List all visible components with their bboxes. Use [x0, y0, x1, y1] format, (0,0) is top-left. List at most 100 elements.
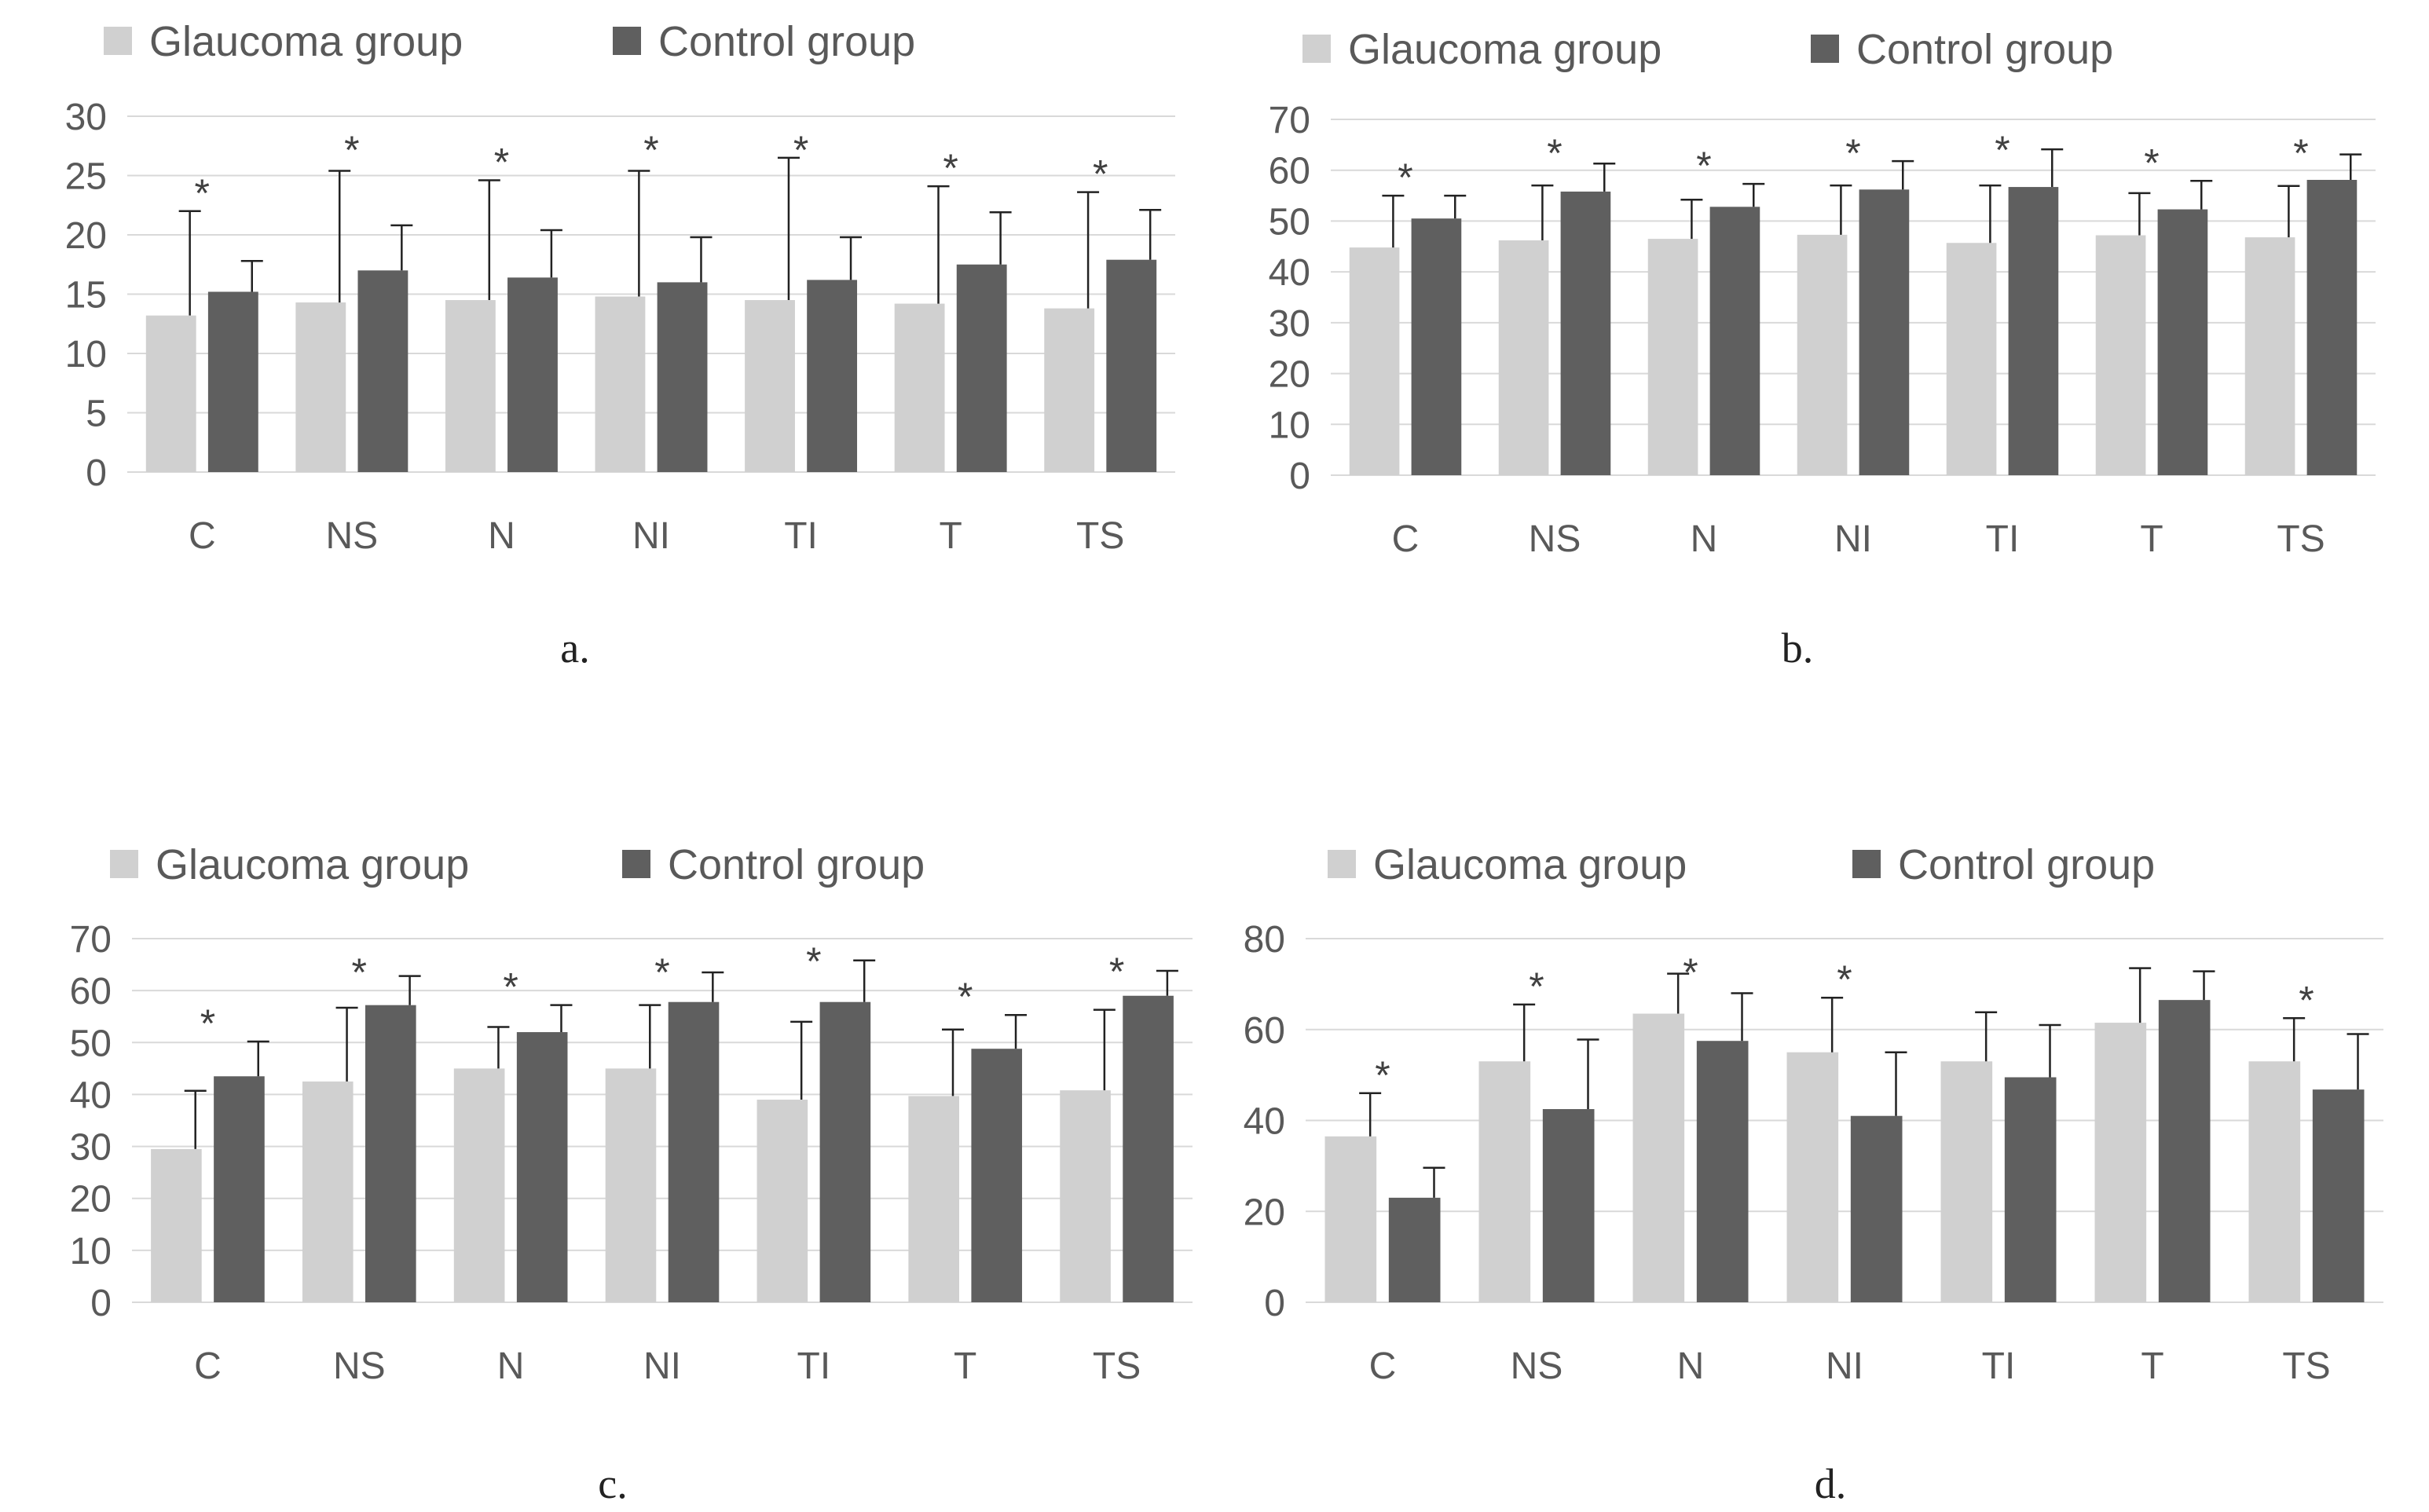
bar-control-ti — [2004, 1077, 2057, 1302]
x-category-label: N — [1677, 1345, 1705, 1387]
chart-panel-3: 0 10 20 30 40 50 60 70 * C * NS * N * NI * TI * T * TS Glaucom… — [70, 841, 1193, 1507]
x-category-label: NS — [326, 515, 379, 557]
significance-star: * — [503, 965, 518, 1009]
significance-star: * — [494, 141, 509, 185]
legend-swatch-control — [622, 850, 650, 878]
bar-control-ni — [668, 1001, 720, 1302]
significance-star: * — [344, 128, 359, 172]
bar-glaucoma-ni — [1786, 1052, 1839, 1302]
x-category-label: C — [194, 1345, 222, 1387]
panel-label: c. — [598, 1460, 627, 1507]
bar-glaucoma-t — [2094, 1023, 2147, 1302]
significance-star: * — [643, 128, 658, 172]
x-category-label: NI — [632, 515, 670, 557]
x-category-label: TS — [2282, 1345, 2330, 1387]
y-tick-label: 15 — [65, 275, 107, 317]
y-tick-label: 20 — [65, 215, 107, 257]
x-category-label: TI — [797, 1345, 831, 1387]
x-category-label: TS — [1093, 1345, 1141, 1387]
legend-label-control: Control group — [658, 18, 915, 65]
y-tick-label: 0 — [86, 452, 107, 494]
significance-star: * — [2144, 141, 2159, 185]
x-category-label: T — [2141, 1345, 2163, 1387]
legend-swatch-glaucoma — [1302, 35, 1331, 63]
bar-control-ns — [1542, 1109, 1595, 1302]
panel-label: d. — [1815, 1460, 1847, 1507]
significance-star: * — [806, 939, 821, 983]
bar-glaucoma-n — [445, 300, 496, 472]
legend-label-glaucoma: Glaucoma group — [149, 18, 463, 65]
legend-swatch-control — [1811, 35, 1839, 63]
bar-glaucoma-n — [1632, 1013, 1685, 1302]
bar-control-t — [2157, 209, 2208, 475]
significance-star: * — [195, 171, 210, 215]
x-category-label: NS — [333, 1345, 386, 1387]
legend-label-control: Control group — [1898, 841, 2155, 888]
panel-label: a. — [560, 624, 589, 672]
bar-control-c — [1411, 218, 1462, 475]
y-tick-label: 5 — [86, 394, 107, 435]
chart-panel-2: 0 10 20 30 40 50 60 70 * C * NS * N * NI * TI * T * TS Glaucom… — [1269, 26, 2376, 672]
bar-control-ns — [1560, 191, 1611, 475]
significance-star: * — [1837, 957, 1852, 1001]
significance-star: * — [2299, 978, 2314, 1022]
bar-control-ns — [365, 1005, 416, 1302]
y-tick-label: 0 — [1289, 456, 1310, 497]
bar-glaucoma-ti — [745, 300, 795, 472]
x-category-label: NI — [643, 1345, 681, 1387]
legend-label-glaucoma: Glaucoma group — [1348, 26, 1661, 73]
x-category-label: T — [2140, 518, 2163, 560]
bar-control-ts — [1123, 995, 1174, 1302]
x-category-label: T — [954, 1345, 976, 1387]
x-category-label: N — [497, 1345, 525, 1387]
x-category-label: N — [488, 515, 515, 557]
legend-label-control: Control group — [668, 841, 925, 888]
y-tick-label: 25 — [65, 156, 107, 198]
y-tick-label: 40 — [1244, 1101, 1285, 1143]
bar-glaucoma-n — [1647, 239, 1698, 475]
significance-star: * — [1995, 128, 2010, 172]
bar-glaucoma-ts — [1060, 1090, 1111, 1302]
significance-star: * — [1696, 144, 1711, 188]
bar-control-ni — [1859, 189, 1910, 475]
bar-glaucoma-ts — [2248, 1061, 2301, 1302]
bar-control-n — [1709, 207, 1760, 475]
bar-control-n — [507, 277, 558, 472]
significance-star: * — [654, 950, 669, 994]
x-category-label: NI — [1834, 518, 1872, 560]
panel-label: b. — [1782, 624, 1814, 672]
legend-swatch-control — [613, 27, 641, 55]
y-tick-label: 30 — [65, 97, 107, 138]
significance-star: * — [1529, 965, 1544, 1009]
y-tick-label: 10 — [65, 334, 107, 375]
bar-control-ni — [1850, 1115, 1903, 1302]
bar-glaucoma-ni — [605, 1068, 657, 1302]
y-tick-label: 60 — [70, 971, 112, 1012]
bar-control-n — [516, 1032, 568, 1302]
legend-swatch-glaucoma — [110, 850, 138, 878]
legend-swatch-glaucoma — [104, 27, 132, 55]
y-tick-label: 30 — [70, 1127, 112, 1169]
y-tick-label: 80 — [1244, 919, 1285, 961]
bar-glaucoma-c — [1349, 247, 1400, 475]
y-tick-label: 60 — [1269, 151, 1310, 192]
y-tick-label: 70 — [70, 919, 112, 961]
bar-glaucoma-ts — [2244, 237, 2295, 475]
legend-swatch-control — [1852, 850, 1881, 878]
bar-glaucoma-ti — [1946, 243, 1997, 475]
y-tick-label: 20 — [1269, 354, 1310, 396]
bar-glaucoma-t — [894, 303, 945, 472]
x-category-label: C — [189, 515, 216, 557]
x-category-label: TI — [1986, 518, 2020, 560]
legend-label-control: Control group — [1856, 26, 2113, 73]
bar-glaucoma-ns — [1478, 1061, 1531, 1302]
significance-star: * — [200, 1001, 215, 1045]
significance-star: * — [793, 128, 808, 172]
bar-glaucoma-t — [908, 1096, 959, 1302]
y-tick-label: 60 — [1244, 1010, 1285, 1052]
significance-star: * — [943, 146, 958, 190]
y-tick-label: 10 — [70, 1231, 112, 1272]
bar-glaucoma-c — [145, 315, 196, 472]
legend-label-glaucoma: Glaucoma group — [1373, 841, 1687, 888]
